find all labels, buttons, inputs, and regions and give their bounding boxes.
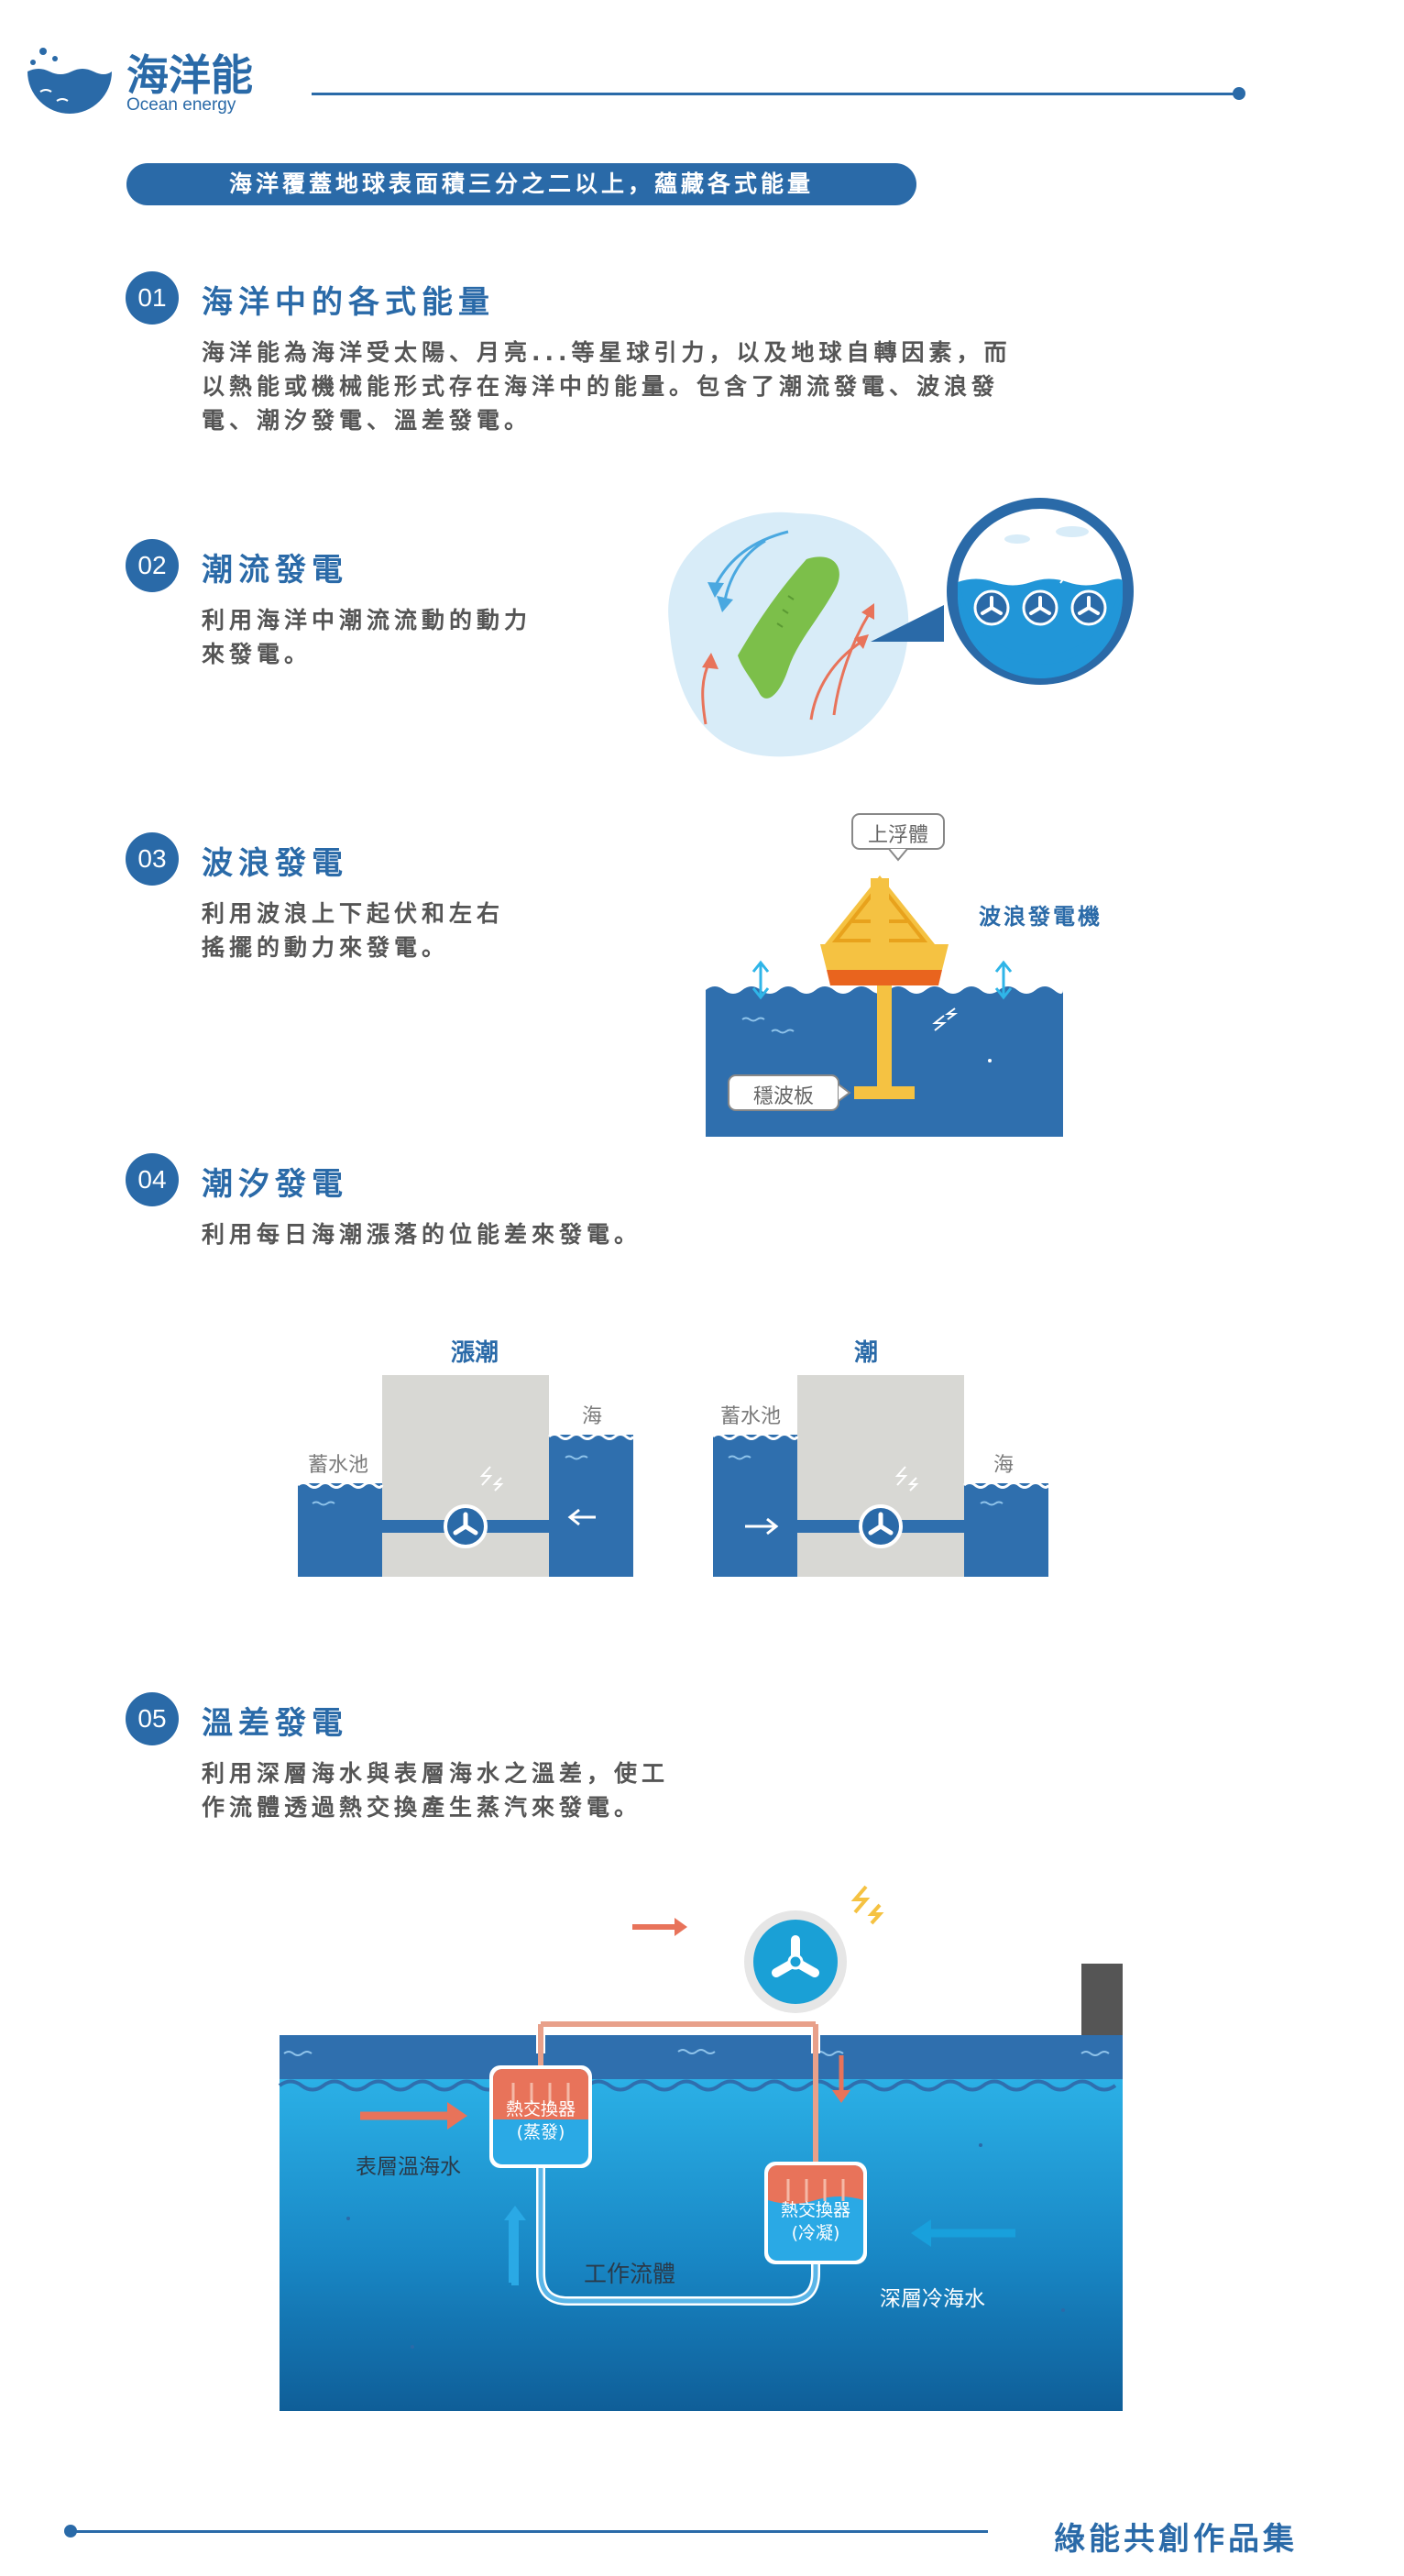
evaporator-label: 熱交換器 — [506, 2099, 576, 2119]
right-reservoir-label: 蓄水池 — [720, 1405, 782, 1428]
stabilizer-plate-label: 穩波板 — [752, 1085, 814, 1108]
section-body: 海洋能為海洋受太陽、月亮...等星球引力，以及地球自轉因素，而 以熱能或機械能形… — [202, 339, 1012, 434]
header-divider-dot — [1233, 87, 1245, 100]
working-fluid-label: 工作流體 — [584, 2261, 676, 2287]
page-title: 海洋能 — [126, 50, 253, 100]
section-number: 01 — [126, 271, 179, 325]
flood-tide-title: 漲潮 — [450, 1339, 499, 1367]
header-divider — [312, 93, 1237, 95]
section-body: 利用深層海水與表層海水之溫差，使工 作流體透過熱交換產生蒸汽來發電。 — [202, 1760, 670, 1821]
left-sea-label: 海 — [582, 1405, 603, 1428]
section-title: 溫差發電 — [202, 1705, 348, 1742]
page-subtitle: Ocean energy — [126, 95, 236, 115]
section-title: 潮汐發電 — [202, 1166, 348, 1203]
section-title: 波浪發電 — [202, 845, 348, 882]
section-title: 潮流發電 — [202, 552, 348, 589]
deep-water-label: 深層冷海水 — [880, 2287, 985, 2311]
footer-title: 綠能共創作品集 — [1054, 2521, 1298, 2558]
footer-divider-dot — [64, 2525, 77, 2537]
left-reservoir-label: 蓄水池 — [308, 1454, 369, 1477]
section-title: 海洋中的各式能量 — [202, 284, 495, 321]
otec-illustration: 熱交換器 (蒸發) 熱交換器 (冷凝) — [278, 1885, 1123, 2411]
right-sea-label: 海 — [993, 1454, 1015, 1477]
condenser-label: (冷凝) — [792, 2223, 840, 2243]
section-number: 02 — [126, 539, 179, 592]
ebb-tide-title: 潮 — [853, 1339, 878, 1367]
wave-power-illustration — [706, 813, 1063, 1137]
wave-generator-label: 波浪發電機 — [979, 904, 1102, 930]
section-body: 利用每日海潮漲落的位能差來發電。 — [202, 1221, 642, 1248]
ocean-logo-icon — [27, 48, 112, 114]
section-number: 03 — [126, 832, 179, 886]
section-number: 04 — [126, 1153, 179, 1206]
footer-divider — [71, 2530, 988, 2533]
surface-water-label: 表層溫海水 — [356, 2155, 461, 2179]
tidal-current-illustration — [668, 498, 1134, 757]
section-body: 利用波浪上下起伏和左右 搖擺的動力來發電。 — [202, 900, 505, 961]
intro-banner: 海洋覆蓋地球表面積三分之二以上，蘊藏各式能量 — [126, 163, 916, 205]
evaporator-label: (蒸發) — [517, 2122, 565, 2142]
float-label: 上浮體 — [867, 824, 928, 847]
section-number: 05 — [126, 1692, 179, 1745]
condenser-label: 熱交換器 — [781, 2200, 850, 2220]
tidal-power-illustration — [298, 1375, 1050, 1577]
section-body: 利用海洋中潮流流動的動力 來發電。 — [202, 607, 532, 667]
